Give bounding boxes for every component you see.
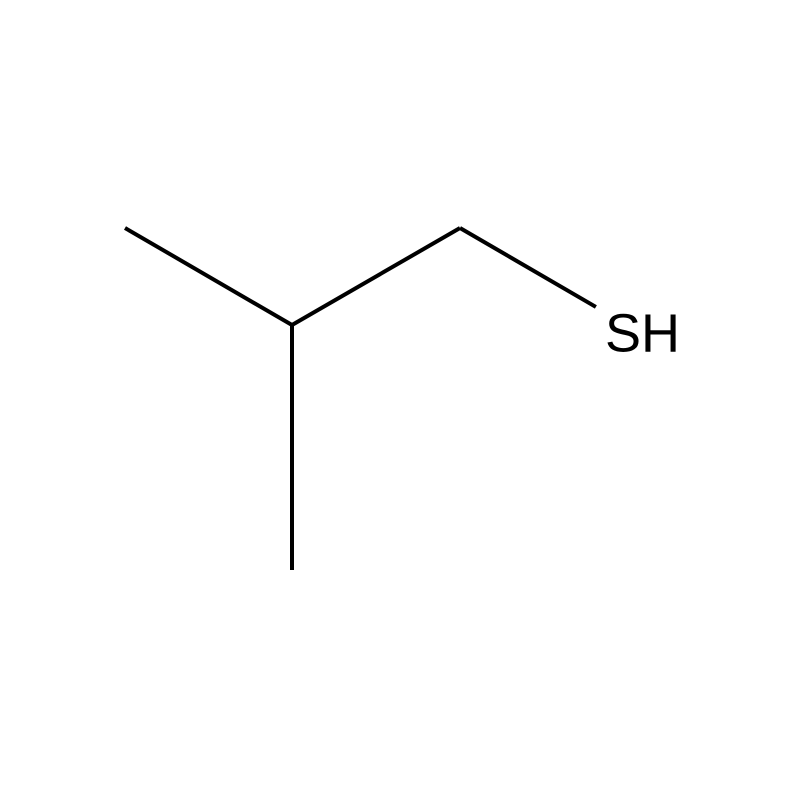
molecule-diagram: SH — [0, 0, 800, 800]
bond-C2-C4 — [292, 228, 460, 325]
atom-label-S5: SH — [605, 303, 680, 363]
bond-C1-C2 — [125, 228, 292, 325]
bond-C4-S5 — [460, 228, 596, 307]
